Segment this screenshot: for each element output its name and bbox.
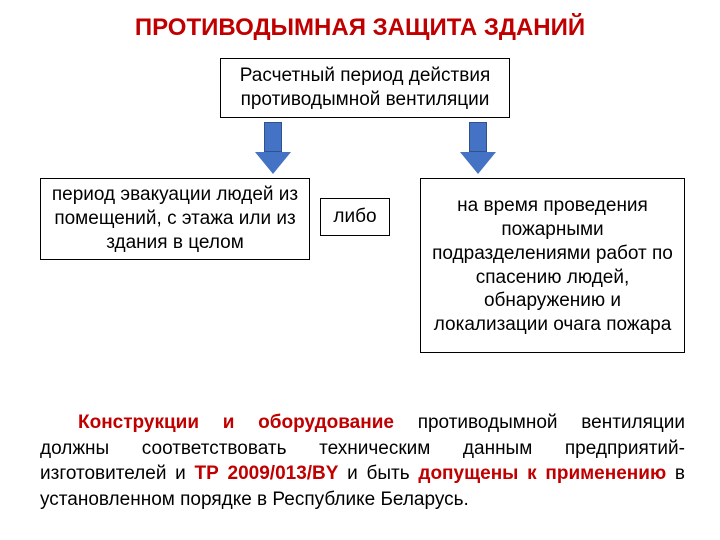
footer-paragraph: Конструкции и оборудование противодымной… xyxy=(40,410,685,513)
box-middle-or: либо xyxy=(320,198,390,236)
body-text: и быть xyxy=(338,463,418,484)
box-top: Расчетный период действия противодымной … xyxy=(220,58,510,118)
page-title: ПРОТИВОДЫМНАЯ ЗАЩИТА ЗДАНИЙ xyxy=(0,0,720,42)
arrow-shaft xyxy=(264,122,282,152)
accent-text: допущены к применению xyxy=(418,463,666,484)
box-right-text: на время проведения пожарными подразделе… xyxy=(431,194,674,337)
arrow-head-icon xyxy=(460,152,496,174)
accent-text: Конструкции и оборудование xyxy=(78,412,394,433)
arrow-right xyxy=(460,122,496,174)
box-top-text: Расчетный период действия противодымной … xyxy=(231,64,499,112)
arrow-shaft xyxy=(469,122,487,152)
arrow-head-icon xyxy=(255,152,291,174)
box-left-text: период эвакуации людей из помещений, с э… xyxy=(51,183,299,254)
box-right: на время проведения пожарными подразделе… xyxy=(420,178,685,353)
box-middle-text: либо xyxy=(333,205,376,229)
accent-text: ТР 2009/013/BY xyxy=(195,463,339,484)
arrow-left xyxy=(255,122,291,174)
box-left: период эвакуации людей из помещений, с э… xyxy=(40,178,310,260)
